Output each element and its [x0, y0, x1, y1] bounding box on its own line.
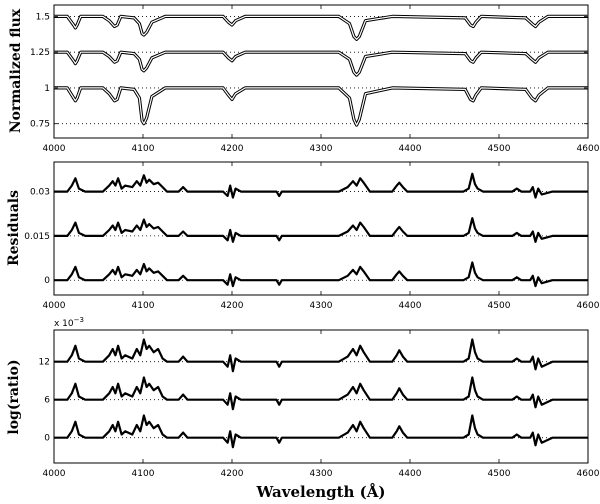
- y-multiplier-label: x 10−3: [54, 316, 84, 329]
- x-tick-label: 4500: [488, 301, 511, 311]
- series-line-inner: [54, 15, 588, 40]
- x-tick-label: 4200: [221, 469, 244, 479]
- x-tick-label: 4400: [399, 144, 422, 154]
- x-tick-label: 4300: [310, 301, 333, 311]
- panel-residuals: 4000 4100 4200 4300 4400 4500 4600 0 0.015 0.03 R…: [6, 161, 600, 311]
- series-line: [54, 172, 588, 199]
- x-tick-label: 4100: [132, 144, 155, 154]
- x-tick-label: 4300: [310, 144, 333, 154]
- y-tick-label: 12: [39, 358, 50, 368]
- y-tick-label: 1.25: [30, 48, 50, 58]
- x-tick-label: 4600: [577, 301, 600, 311]
- y-axis-label: Normalized flux: [8, 8, 24, 133]
- x-tick-label: 4100: [132, 301, 155, 311]
- y-axis-label: Residuals: [6, 190, 22, 266]
- plot-area-frame: [53, 4, 589, 139]
- x-tick-label: 4500: [488, 469, 511, 479]
- x-tick-label: 4400: [399, 469, 422, 479]
- y-tick-label: 1: [44, 84, 50, 94]
- x-tick-label: 4100: [132, 469, 155, 479]
- y-axis-label: log(ratio): [6, 359, 22, 434]
- y-tick-label: 0: [44, 434, 50, 444]
- x-tick-label: 4200: [221, 144, 244, 154]
- x-tick-label: 4300: [310, 469, 333, 479]
- series-line-inner: [54, 51, 588, 76]
- series-line: [54, 261, 588, 288]
- y-tick-label: 6: [44, 396, 50, 406]
- y-tick-label: 1.5: [36, 12, 50, 22]
- x-tick-label: 4400: [399, 301, 422, 311]
- x-axis-label: Wavelength (Å): [255, 483, 385, 501]
- series-line: [54, 376, 588, 411]
- x-tick-label: 4200: [221, 301, 244, 311]
- y-tick-label: 0: [44, 276, 50, 286]
- x-tick-label: 4600: [577, 144, 600, 154]
- series-line-inner: [54, 87, 588, 126]
- y-tick-label: 0.015: [24, 232, 50, 242]
- x-tick-label: 4500: [488, 144, 511, 154]
- series-line-outer: [54, 86, 588, 127]
- series-line: [54, 338, 588, 373]
- panel-normalized-flux: 4000 4100 4200 4300 4400 4500 4600 0.75 1 1.25 1.5…: [8, 4, 600, 154]
- series-line-outer: [54, 50, 588, 77]
- x-tick-label: 4000: [43, 144, 66, 154]
- series-line: [54, 414, 588, 449]
- y-tick-label: 0.03: [30, 188, 50, 198]
- x-tick-label: 4000: [43, 469, 66, 479]
- y-tick-label: 0.75: [30, 120, 50, 130]
- x-tick-label: 4600: [577, 469, 600, 479]
- series-line-outer: [54, 14, 588, 41]
- x-tick-label: 4000: [43, 301, 66, 311]
- series-line: [54, 217, 588, 243]
- plot-area-frame: [53, 329, 589, 464]
